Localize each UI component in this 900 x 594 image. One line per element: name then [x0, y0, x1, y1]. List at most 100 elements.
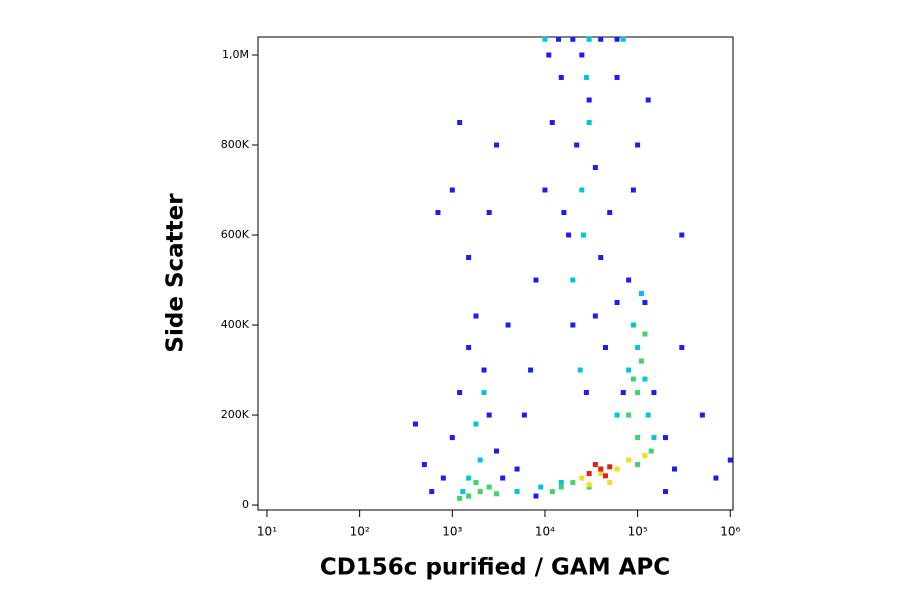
data-point [558, 75, 564, 81]
data-point [494, 448, 500, 454]
y-tick-label: 0 [242, 498, 249, 511]
data-point [494, 491, 500, 497]
x-tick-label: 10⁶ [720, 525, 740, 539]
data-point [466, 345, 472, 351]
data-point [421, 462, 427, 468]
data-point [429, 489, 435, 495]
data-point [579, 52, 585, 58]
y-tick-label: 600K [221, 228, 250, 241]
data-point [630, 322, 636, 328]
data-point [679, 345, 685, 351]
data-point [586, 471, 592, 477]
y-axis-title: Side Scatter [163, 193, 189, 353]
data-point [620, 390, 626, 396]
data-point [614, 75, 620, 81]
data-point [671, 466, 677, 472]
data-point [486, 210, 492, 216]
data-point [598, 36, 604, 42]
data-point [514, 466, 520, 472]
data-point [477, 457, 483, 463]
data-point [570, 277, 576, 283]
data-point [635, 462, 641, 468]
data-point [642, 376, 648, 382]
data-point [558, 480, 564, 486]
x-tick-label: 10⁴ [535, 525, 555, 539]
y-tick-label: 1,0M [222, 48, 249, 61]
data-point [663, 489, 669, 495]
data-point [642, 331, 648, 337]
data-point [473, 313, 479, 319]
data-point [614, 466, 620, 472]
data-point [555, 36, 561, 42]
data-point [645, 97, 651, 103]
x-tick-label: 10⁵ [628, 525, 648, 539]
data-point [542, 36, 548, 42]
data-point [566, 232, 572, 238]
data-point [570, 322, 576, 328]
data-point [460, 489, 466, 495]
data-point [486, 412, 492, 418]
data-point [579, 475, 585, 481]
data-point [466, 493, 472, 499]
data-point [505, 322, 511, 328]
data-point [626, 277, 632, 283]
data-point [642, 453, 648, 459]
data-point [607, 480, 613, 486]
plot-frame [257, 36, 734, 511]
data-point [521, 412, 527, 418]
data-point [645, 412, 651, 418]
data-point [580, 232, 586, 238]
data-point [435, 210, 441, 216]
data-point [607, 464, 613, 470]
data-point [577, 367, 583, 373]
data-point [614, 300, 620, 306]
data-point [614, 36, 620, 42]
data-point [592, 313, 598, 319]
data-point [542, 187, 548, 193]
data-point [570, 36, 576, 42]
data-point [457, 495, 463, 501]
data-point [579, 187, 585, 193]
data-point [586, 482, 592, 488]
data-point [412, 421, 418, 427]
data-point [549, 120, 555, 126]
data-point [494, 142, 500, 148]
data-point [457, 120, 463, 126]
data-point [614, 412, 620, 418]
x-tick-label: 10¹ [257, 525, 277, 539]
data-point [466, 255, 472, 261]
data-point [607, 210, 613, 216]
data-point [570, 480, 576, 486]
data-point [630, 376, 636, 382]
data-point [528, 367, 534, 373]
data-point [586, 36, 592, 42]
data-point [620, 36, 626, 42]
data-point [626, 412, 632, 418]
data-point [574, 142, 580, 148]
x-tick-label: 10² [350, 525, 370, 539]
data-point [457, 390, 463, 396]
data-point [602, 345, 608, 351]
y-tick-label: 800K [221, 138, 250, 151]
data-point [592, 462, 598, 468]
data-point [473, 421, 479, 427]
data-point [602, 473, 608, 479]
data-point [449, 435, 455, 441]
data-point [598, 466, 604, 472]
data-point [699, 412, 705, 418]
data-point [514, 489, 520, 495]
data-point [679, 232, 685, 238]
y-tick-label: 400K [221, 318, 250, 331]
data-point [583, 390, 589, 396]
data-point [635, 142, 641, 148]
data-point [481, 390, 487, 396]
data-point [635, 435, 641, 441]
data-point [546, 52, 552, 58]
data-point [713, 475, 719, 481]
data-point [500, 475, 506, 481]
data-point [642, 300, 648, 306]
y-tick-label: 200K [221, 408, 250, 421]
data-point [638, 358, 644, 364]
data-point [630, 187, 636, 193]
data-point [626, 367, 632, 373]
